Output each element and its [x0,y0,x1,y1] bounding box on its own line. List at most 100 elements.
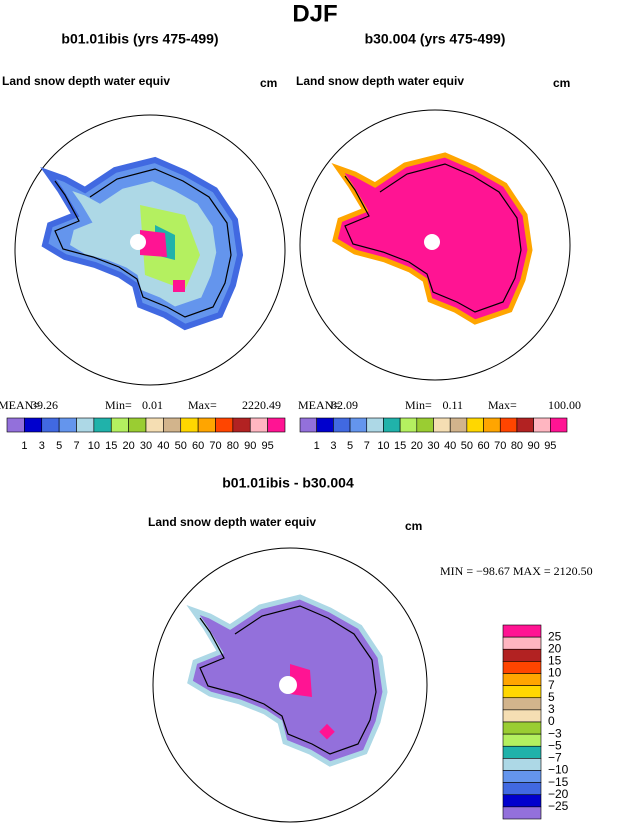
colorbar-label: 10 [548,666,562,680]
colorbar-label: 5 [347,440,353,452]
colorbar-label: 20 [123,440,135,452]
colorbar-box [41,417,60,433]
figure-title: DJF [292,0,337,27]
stat-text: MEAN= [0,398,40,412]
colorbar-label: 3 [548,702,555,716]
colorbar-label: 60 [192,440,204,452]
stat-text: 2220.49 [242,398,281,412]
colorbar-box [215,417,234,433]
variable-label: Land snow depth water equiv [296,74,464,88]
colorbar-label: −7 [548,751,562,765]
colorbar-label: 60 [477,440,489,452]
units-label: cm [553,76,570,90]
colorbar-label: 50 [461,440,473,452]
colorbar-box [502,697,542,711]
colorbar-box [299,417,317,433]
colorbar-label: 1 [21,440,27,452]
colorbar-box [383,417,401,433]
colorbar-label: 0 [548,714,555,728]
map-frame [152,547,428,823]
colorbar-box [502,673,542,686]
variable-label: Land snow depth water equiv [148,515,316,529]
colorbar-label: 40 [157,440,169,452]
colorbar-box [533,417,551,433]
colorbar-label: 90 [528,440,540,452]
colorbar-label: 40 [444,440,456,452]
colorbar-box [267,417,286,433]
colorbar-box [499,417,518,433]
pole-hole [130,234,146,250]
stat-text: MIN = −98.67 MAX = 2120.50 [440,564,593,578]
colorbar-label: 3 [330,440,336,452]
colorbar-label: −10 [548,763,569,777]
colorbar-box [502,685,542,699]
stat-text: 39.26 [31,398,58,412]
colorbar-box [502,648,542,662]
stat-text: 100.00 [548,398,581,412]
colorbar-box [58,417,77,433]
colorbar-box [502,709,542,723]
colorbar-label: 95 [544,440,556,452]
colorbar-box [163,417,182,433]
colorbar-label: −15 [548,775,569,789]
colorbar-label: 7 [548,678,555,692]
panel-title: b30.004 (yrs 475-499) [365,31,506,47]
pole-hole [424,234,440,250]
stat-text: Min= [405,398,432,412]
land [45,160,240,327]
map-frame [14,114,286,386]
colorbar-label: −3 [548,726,562,740]
colorbar-label: 7 [364,440,370,452]
colorbar-box [316,417,334,433]
colorbar-label: 95 [262,440,274,452]
colorbar-label: 3 [39,440,45,452]
colorbar-box [76,417,95,433]
pole-hole [279,676,297,694]
colorbar-box [93,417,112,433]
colorbar-box [399,417,418,433]
colorbar-box [197,417,216,433]
colorbar-box [483,417,501,433]
colorbar-label: 15 [105,440,117,452]
stat-text: 0.01 [142,398,163,412]
colorbar-label: 10 [377,440,389,452]
colorbar-box [333,417,351,433]
map-right [299,109,571,381]
stat-text: 82.09 [331,398,358,412]
colorbar-label: 25 [548,629,562,643]
colorbar-box [366,417,384,433]
stat-text: Min= [105,398,132,412]
colorbar-label: 70 [494,440,506,452]
colorbar-box [232,417,251,433]
colorbar-box [502,624,542,638]
map-left [14,114,286,386]
colorbar-label: 90 [244,440,256,452]
colorbar-label: 50 [175,440,187,452]
map-frame [299,109,571,381]
stat-text: 0.11 [442,398,463,412]
colorbar-label: −5 [548,738,562,752]
colorbar-box [502,758,542,771]
colorbar-box [249,417,268,433]
colorbar-label: 80 [227,440,239,452]
colorbar-box [502,661,542,674]
colorbar-box [502,721,542,735]
colorbar-label: 30 [427,440,439,452]
panel-title: b01.01ibis (yrs 475-499) [61,31,218,47]
stat-text: Max= [488,398,517,412]
panel-title: b01.01ibis - b30.004 [222,475,354,491]
colorbar-label: 10 [88,440,100,452]
variable-label: Land snow depth water equiv [2,74,170,88]
colorbar-box [502,782,542,796]
colorbar-label: 70 [209,440,221,452]
colorbar-box [502,806,542,820]
colorbar-box [180,417,199,433]
colorbar-box [128,417,147,433]
colorbar-label: 5 [56,440,62,452]
stat-text: Max= [188,398,217,412]
colorbar-label: 20 [411,440,423,452]
colorbar-box [433,417,451,433]
colorbar-box [349,417,368,433]
colorbar-label: −20 [548,787,569,801]
